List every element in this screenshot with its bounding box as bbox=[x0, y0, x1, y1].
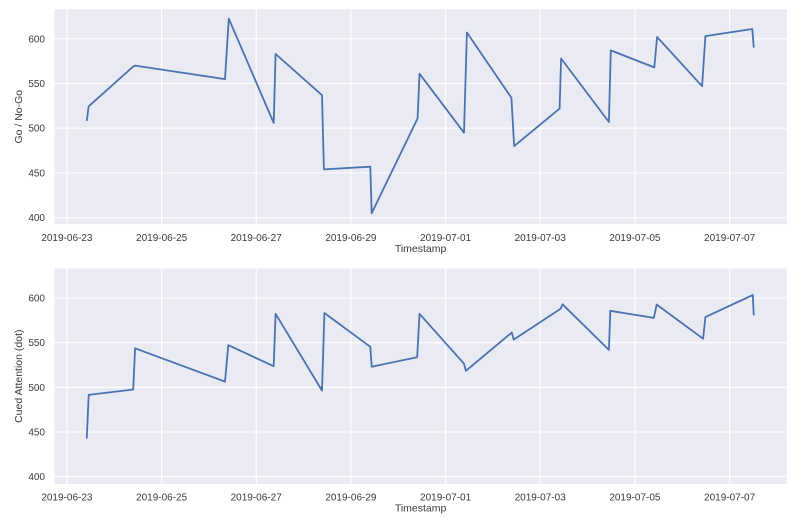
svg-text:2019-07-07: 2019-07-07 bbox=[704, 233, 756, 244]
svg-text:2019-06-23: 2019-06-23 bbox=[41, 233, 93, 244]
svg-text:2019-06-29: 2019-06-29 bbox=[325, 493, 377, 504]
svg-text:2019-06-25: 2019-06-25 bbox=[136, 493, 188, 504]
svg-text:Timestamp: Timestamp bbox=[395, 243, 447, 255]
svg-text:2019-07-05: 2019-07-05 bbox=[609, 493, 661, 504]
svg-text:400: 400 bbox=[28, 213, 45, 224]
svg-text:600: 600 bbox=[28, 34, 45, 45]
svg-text:2019-07-07: 2019-07-07 bbox=[704, 493, 756, 504]
svg-text:500: 500 bbox=[28, 124, 45, 135]
svg-text:2019-06-29: 2019-06-29 bbox=[325, 233, 377, 244]
svg-text:450: 450 bbox=[28, 428, 45, 439]
svg-text:Cued Attention (dot): Cued Attention (dot) bbox=[13, 329, 25, 422]
svg-text:400: 400 bbox=[28, 472, 45, 483]
svg-text:2019-06-27: 2019-06-27 bbox=[231, 493, 283, 504]
svg-text:550: 550 bbox=[28, 79, 45, 90]
svg-text:550: 550 bbox=[28, 338, 45, 349]
svg-text:450: 450 bbox=[28, 169, 45, 180]
svg-text:2019-07-03: 2019-07-03 bbox=[515, 493, 567, 504]
svg-text:Timestamp: Timestamp bbox=[395, 503, 447, 515]
svg-text:2019-07-01: 2019-07-01 bbox=[420, 233, 472, 244]
svg-text:2019-06-27: 2019-06-27 bbox=[231, 233, 283, 244]
svg-text:2019-07-01: 2019-07-01 bbox=[420, 493, 472, 504]
svg-text:2019-07-03: 2019-07-03 bbox=[515, 233, 567, 244]
svg-text:2019-06-23: 2019-06-23 bbox=[41, 493, 93, 504]
svg-text:Go / No-Go: Go / No-Go bbox=[13, 90, 25, 144]
svg-text:600: 600 bbox=[28, 294, 45, 305]
svg-text:2019-06-25: 2019-06-25 bbox=[136, 233, 188, 244]
svg-text:2019-07-05: 2019-07-05 bbox=[609, 233, 661, 244]
svg-text:500: 500 bbox=[28, 383, 45, 394]
